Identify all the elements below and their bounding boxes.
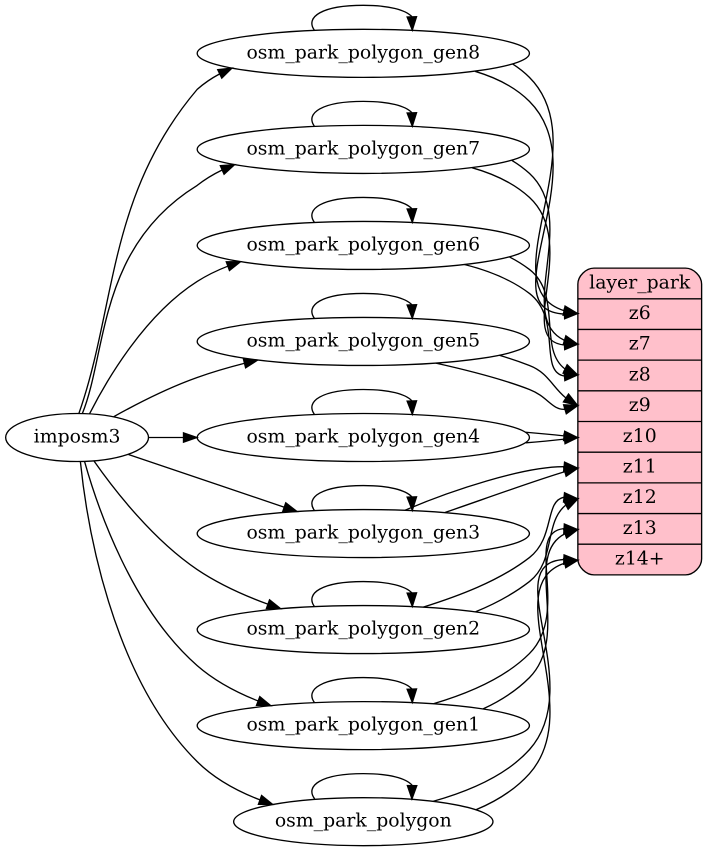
svg-text:z14+: z14+ bbox=[615, 549, 665, 570]
svg-text:osm_park_polygon_gen1: osm_park_polygon_gen1 bbox=[246, 715, 480, 736]
svg-text:osm_park_polygon_gen2: osm_park_polygon_gen2 bbox=[246, 619, 480, 640]
svg-text:z7: z7 bbox=[629, 334, 651, 355]
svg-text:osm_park_polygon_gen7: osm_park_polygon_gen7 bbox=[246, 138, 480, 159]
svg-text:layer_park: layer_park bbox=[589, 272, 691, 293]
svg-text:imposm3: imposm3 bbox=[34, 427, 121, 448]
svg-text:z10: z10 bbox=[623, 426, 657, 447]
svg-text:z8: z8 bbox=[629, 364, 651, 385]
svg-text:osm_park_polygon_gen8: osm_park_polygon_gen8 bbox=[246, 42, 480, 63]
svg-text:z9: z9 bbox=[629, 395, 651, 416]
svg-text:z6: z6 bbox=[629, 303, 651, 324]
svg-text:osm_park_polygon_gen5: osm_park_polygon_gen5 bbox=[246, 330, 480, 351]
svg-text:osm_park_polygon: osm_park_polygon bbox=[275, 811, 452, 832]
svg-text:osm_park_polygon_gen4: osm_park_polygon_gen4 bbox=[246, 427, 480, 448]
svg-text:osm_park_polygon_gen3: osm_park_polygon_gen3 bbox=[246, 523, 480, 544]
svg-text:z13: z13 bbox=[623, 518, 657, 539]
svg-text:z12: z12 bbox=[623, 487, 657, 508]
svg-text:osm_park_polygon_gen6: osm_park_polygon_gen6 bbox=[246, 234, 480, 255]
svg-text:z11: z11 bbox=[623, 457, 657, 478]
